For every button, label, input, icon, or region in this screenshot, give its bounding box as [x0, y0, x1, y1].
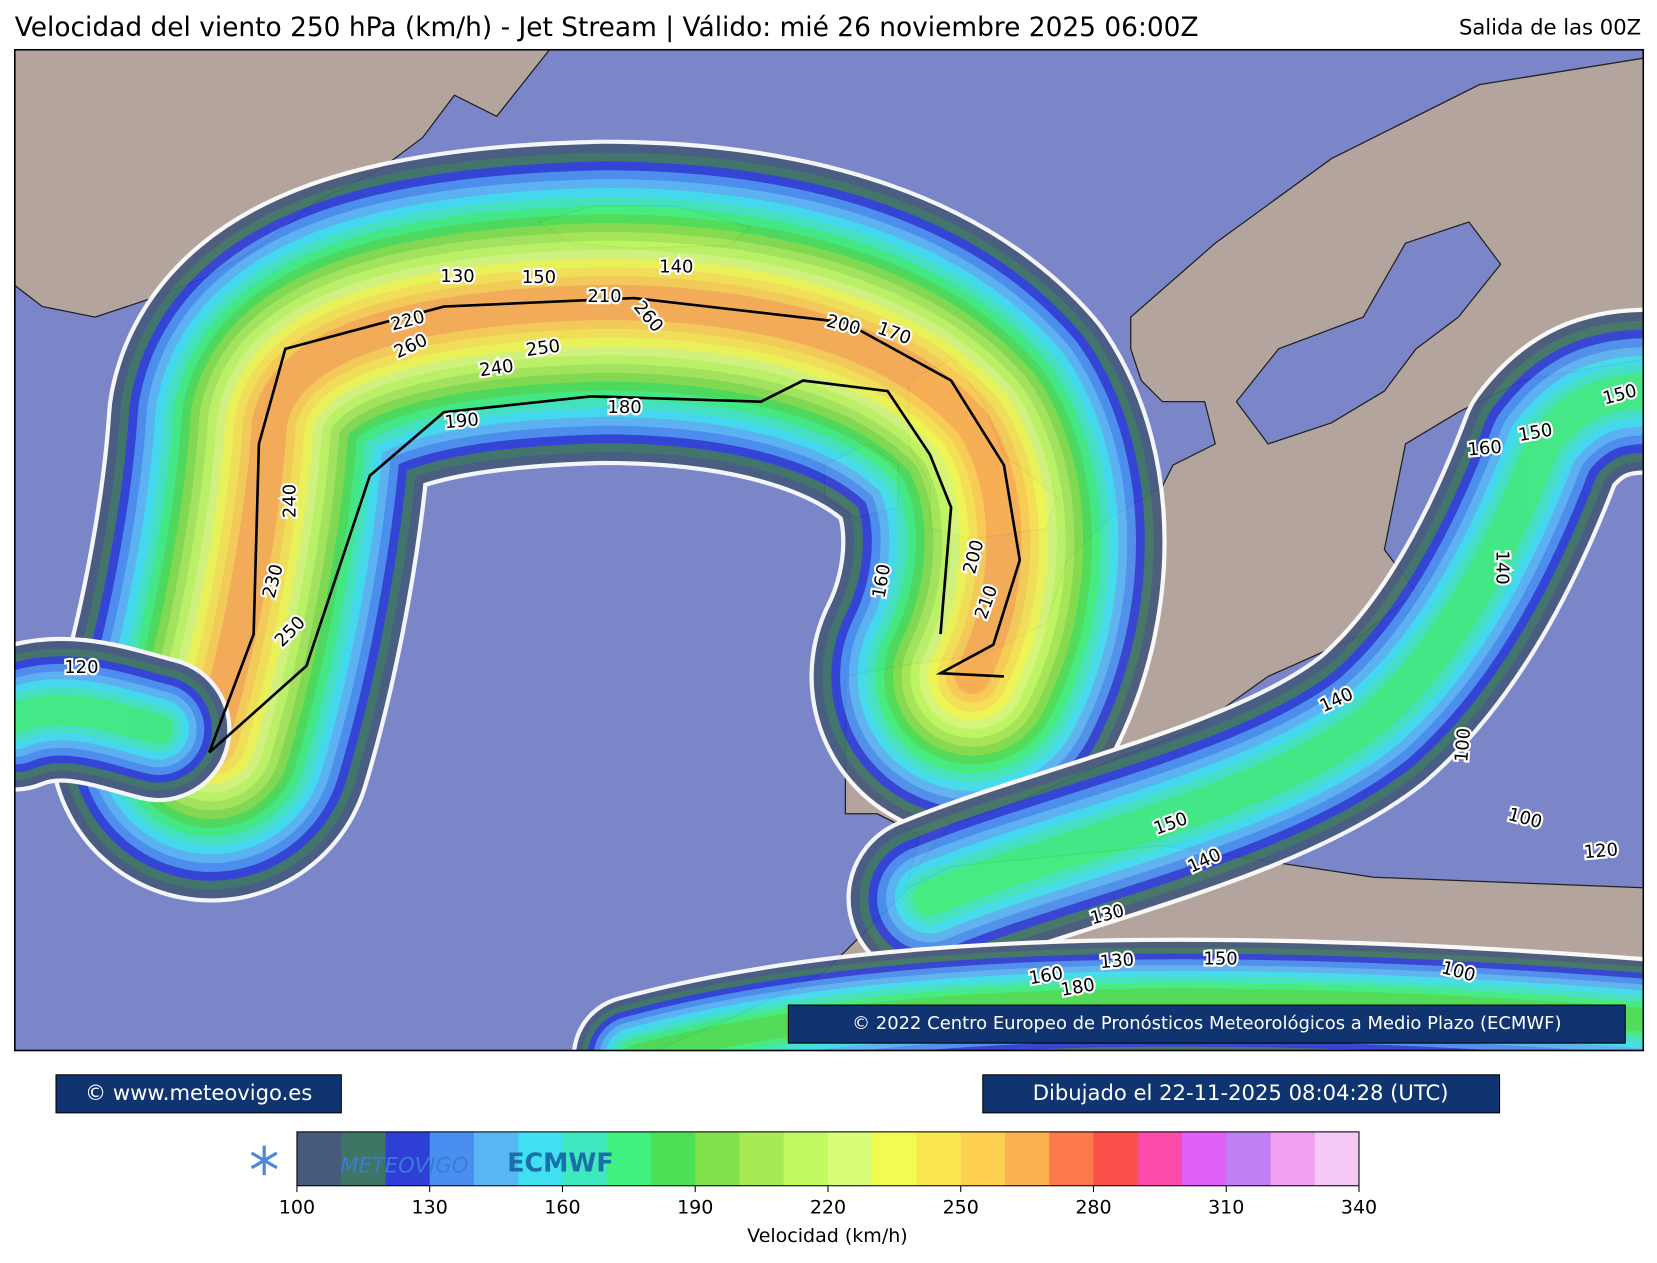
colorbar-swatch	[429, 1131, 475, 1186]
subtitle: Salida de las 00Z	[1459, 15, 1641, 40]
snowflake-icon	[250, 1145, 278, 1176]
contour-label: 190	[444, 409, 480, 433]
colorbar-swatch	[1181, 1131, 1227, 1186]
colorbar-swatch	[1093, 1131, 1139, 1186]
colorbar-swatch	[1270, 1131, 1316, 1186]
colorbar-swatch	[1226, 1131, 1272, 1186]
website: © www.meteovigo.es	[85, 1080, 312, 1105]
colorbar-tick-label: 220	[810, 1196, 846, 1218]
colorbar-swatch	[960, 1131, 1006, 1186]
drawn-date: Dibujado el 22-11-2025 08:04:28 (UTC)	[1033, 1080, 1449, 1105]
attribution-box	[787, 1004, 1626, 1044]
colorbar-tick-label: 100	[279, 1196, 315, 1218]
jet-band	[193, 284, 1022, 758]
contour-label: 120	[1583, 839, 1619, 863]
colorbar-swatch	[385, 1131, 431, 1186]
colorbar-swatch	[1049, 1131, 1095, 1186]
contour-label: 210	[587, 286, 621, 307]
jet-band	[912, 373, 1644, 916]
colorbar-tick-label: 160	[544, 1196, 580, 1218]
colorbar-swatch	[783, 1131, 829, 1186]
colorbar-tick-label: 280	[1075, 1196, 1111, 1218]
contour-label: 150	[1203, 949, 1237, 970]
isotach-contour	[208, 296, 1022, 754]
website-box	[55, 1074, 342, 1114]
contour-label: 140	[659, 256, 693, 277]
logo-ecmwf: ECMWF	[507, 1148, 613, 1178]
contour-label: 240	[280, 484, 301, 518]
jet-stream	[14, 139, 1644, 1051]
colorbar-swatch	[650, 1131, 696, 1186]
title: Velocidad del viento 250 hPa (km/h) - Je…	[15, 12, 1199, 43]
contour-label: 130	[440, 266, 474, 287]
contour-label: 140	[1492, 550, 1513, 584]
contour-label: 150	[522, 267, 556, 288]
colorbar-tick-label: 310	[1208, 1196, 1244, 1218]
colorbar-swatch	[827, 1131, 873, 1186]
colorbar-swatch	[473, 1131, 519, 1186]
drawn-box	[982, 1074, 1501, 1114]
baltic-sea	[1235, 221, 1502, 445]
colorbar-tick-label: 340	[1341, 1196, 1377, 1218]
colorbar-label: Velocidad (km/h)	[747, 1225, 908, 1247]
attribution: © 2022 Centro Europeo de Pronósticos Met…	[852, 1013, 1561, 1034]
colorbar-swatch	[341, 1131, 386, 1186]
colorbar-swatch	[1314, 1131, 1360, 1186]
colorbar-tick-label: 130	[412, 1196, 448, 1218]
colorbar-tick-label: 250	[943, 1196, 979, 1218]
colorbar: 100 130 160 190 220 250 280 310 340	[279, 1131, 1377, 1218]
colorbar-swatch	[872, 1131, 918, 1186]
colorbar-tick-label: 190	[677, 1196, 713, 1218]
jet-band	[14, 694, 174, 745]
colorbar-swatch	[518, 1131, 563, 1186]
colorbar-swatch	[1004, 1131, 1050, 1186]
logo-meteovigo: METEOVIGO	[340, 1153, 468, 1178]
contour-label: 120	[64, 657, 98, 678]
contour-label: 160	[1467, 437, 1503, 461]
map-frame	[14, 48, 1645, 1052]
colorbar-swatch	[695, 1131, 740, 1186]
contour-label: 180	[607, 397, 641, 418]
colorbar-swatch	[739, 1131, 785, 1186]
colorbar-swatch	[916, 1131, 962, 1186]
colorbar-swatch	[562, 1131, 608, 1186]
colorbar-swatch	[606, 1131, 652, 1186]
colorbar-swatch	[296, 1131, 342, 1186]
contour-label: 100	[1451, 727, 1475, 763]
contour-label: 130	[1099, 949, 1135, 973]
colorbar-swatch	[1137, 1131, 1183, 1186]
